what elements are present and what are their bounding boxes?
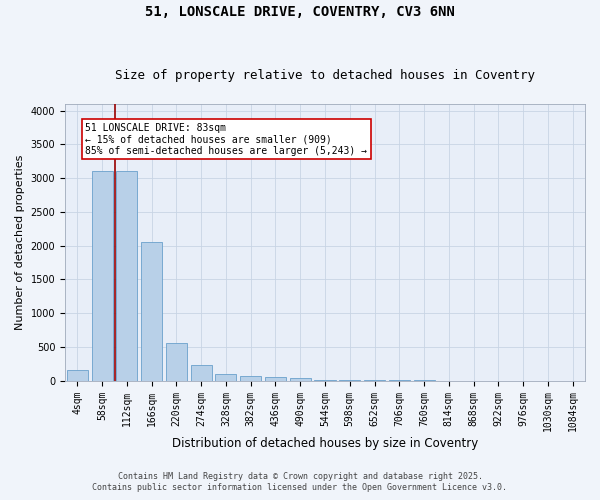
X-axis label: Distribution of detached houses by size in Coventry: Distribution of detached houses by size … — [172, 437, 478, 450]
Bar — [240, 376, 261, 380]
Bar — [166, 343, 187, 380]
Bar — [265, 377, 286, 380]
Bar — [215, 374, 236, 380]
Text: 51, LONSCALE DRIVE, COVENTRY, CV3 6NN: 51, LONSCALE DRIVE, COVENTRY, CV3 6NN — [145, 5, 455, 19]
Bar — [67, 370, 88, 380]
Text: 51 LONSCALE DRIVE: 83sqm
← 15% of detached houses are smaller (909)
85% of semi-: 51 LONSCALE DRIVE: 83sqm ← 15% of detach… — [85, 123, 367, 156]
Title: Size of property relative to detached houses in Coventry: Size of property relative to detached ho… — [115, 69, 535, 82]
Text: Contains HM Land Registry data © Crown copyright and database right 2025.
Contai: Contains HM Land Registry data © Crown c… — [92, 472, 508, 492]
Bar — [290, 378, 311, 380]
Bar — [141, 242, 162, 380]
Bar — [92, 172, 113, 380]
Bar — [116, 172, 137, 380]
Bar — [191, 365, 212, 380]
Y-axis label: Number of detached properties: Number of detached properties — [15, 154, 25, 330]
